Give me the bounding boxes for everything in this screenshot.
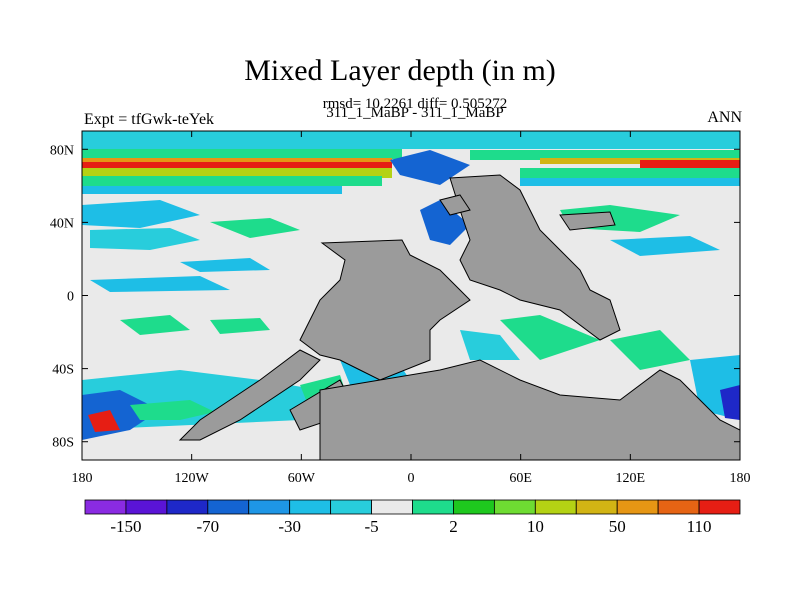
colorbar-label: -30 [278, 517, 301, 536]
y-axis-ticks: 80N 40N 0 40S 80S [50, 143, 740, 451]
field-patch [470, 150, 740, 160]
x-tick-label: 0 [408, 471, 415, 486]
colorbar-swatch [493, 499, 536, 515]
colorbar-swatch [125, 499, 168, 515]
colorbar-swatch [84, 499, 127, 515]
x-axis-ticks: 180 120W 60W 0 60E 120E 180 [72, 131, 751, 486]
field-patch [88, 410, 120, 432]
colorbar-swatch [698, 499, 741, 515]
field-patch [460, 330, 520, 360]
field-patch [520, 168, 740, 178]
colorbar-label: 50 [609, 517, 626, 536]
field-patch [90, 228, 200, 250]
chart-subtitle-stats: rmsd= 10.2261 diff= 0.505272 [322, 96, 508, 112]
field-patch [610, 330, 690, 370]
y-tick-label: 80N [50, 143, 74, 158]
land-patch [559, 211, 616, 231]
field-patch [520, 178, 740, 186]
x-tick-label: 180 [730, 471, 751, 486]
colorbar-swatch [616, 499, 659, 515]
colorbar-swatch [166, 499, 209, 515]
field-patch [82, 168, 392, 178]
field-patch [82, 162, 392, 168]
field-patch [390, 150, 470, 185]
x-tick-label: 60E [509, 471, 532, 486]
field-patch [640, 160, 740, 168]
colorbar-swatch [248, 499, 291, 515]
field-patch [180, 258, 270, 272]
y-tick-label: 0 [67, 290, 74, 305]
colorbar-label: 110 [687, 517, 712, 536]
x-tick-label: 120W [175, 471, 210, 486]
field-patch [90, 276, 230, 292]
x-tick-label: 120E [616, 471, 646, 486]
field-patch [82, 200, 200, 228]
land-south-america-tail [178, 349, 321, 441]
x-tick-label: 180 [72, 471, 93, 486]
field-patch [420, 200, 470, 245]
land-americas [299, 239, 471, 381]
colorbar-swatch [534, 499, 577, 515]
experiment-label: Expt = tfGwk-teYek [84, 111, 215, 128]
colorbar-swatch [371, 499, 413, 515]
field-patch [130, 400, 215, 420]
field-patch [210, 218, 300, 238]
colorbar-swatch [330, 499, 372, 515]
land-eurasia [449, 174, 621, 341]
y-tick-label: 40N [50, 216, 74, 231]
colorbar-label: 10 [527, 517, 544, 536]
colorbar-swatch [575, 499, 618, 515]
colorbar-label: 2 [449, 517, 458, 536]
y-tick-label: 80S [52, 436, 74, 451]
colorbar-swatch [657, 499, 700, 515]
field-patch [82, 176, 382, 186]
field-patch [82, 149, 402, 159]
land-antarctica [319, 359, 740, 460]
colorbar-label: -150 [110, 517, 141, 536]
season-label: ANN [707, 109, 742, 126]
x-tick-label: 60W [288, 471, 316, 486]
colorbar-label: -5 [364, 517, 378, 536]
field-patch [720, 385, 740, 420]
field-patch [500, 315, 600, 360]
chart-subtitle-runs: 311_1_MaBP - 311_1_MaBP [326, 105, 504, 121]
field-patch [210, 318, 270, 334]
land-patch [439, 194, 471, 216]
chart-title: Mixed Layer depth (in m) [244, 54, 556, 87]
colorbar-swatch [207, 499, 250, 515]
field-patch [82, 158, 392, 165]
colorbar-swatch [453, 499, 495, 515]
colorbar-label: -70 [196, 517, 219, 536]
y-tick-label: 40S [52, 363, 74, 378]
colorbar-swatch [412, 499, 454, 515]
colorbar-swatch [289, 499, 332, 515]
colorbar: -150 -70 -30 -5 2 10 50 110 [84, 499, 741, 536]
field-patch [610, 236, 720, 256]
field-patch [120, 315, 190, 335]
map-field [82, 131, 740, 460]
field-patch [82, 131, 740, 149]
field-patch [82, 186, 342, 194]
